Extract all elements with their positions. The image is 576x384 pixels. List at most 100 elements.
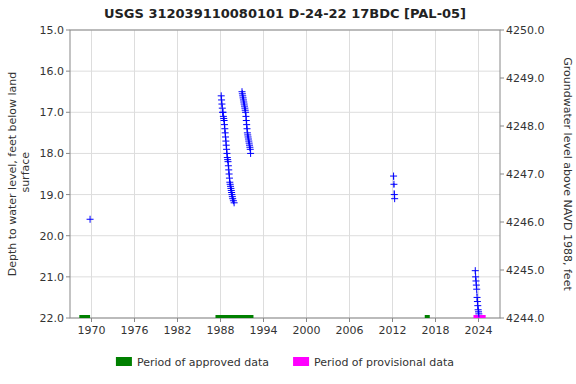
y2-tick-label: 4244.0 <box>506 312 545 325</box>
grid-line <box>263 30 264 318</box>
grid-line <box>306 30 307 318</box>
series <box>473 315 485 318</box>
x-tick <box>263 318 264 322</box>
x-tick-label: 2006 <box>336 324 364 337</box>
grid-line <box>91 30 92 318</box>
x-tick-label: 2018 <box>422 324 450 337</box>
y-tick <box>66 276 70 277</box>
y-axis-label-line: surface <box>19 152 32 196</box>
x-tick <box>134 318 135 322</box>
series <box>472 267 483 317</box>
point <box>473 286 480 293</box>
series <box>79 315 429 318</box>
y-tick <box>66 194 70 195</box>
y-tick-label: 20.0 <box>40 230 65 243</box>
y2-axis-label: Groundwater level above NAVD 1988, feet <box>561 57 574 291</box>
point <box>390 181 397 188</box>
plot-data <box>79 88 485 318</box>
y2-tick <box>500 222 504 223</box>
legend-swatch <box>293 357 309 366</box>
y2-tick <box>500 126 504 127</box>
series <box>218 92 238 206</box>
point <box>472 267 479 274</box>
grid-line <box>349 30 350 318</box>
x-tick <box>220 318 221 322</box>
y2-tick-label: 4248.0 <box>506 120 545 133</box>
x-tick <box>91 318 92 322</box>
period-bar <box>473 315 485 318</box>
y2-tick <box>500 318 504 319</box>
y2-tick-label: 4249.0 <box>506 72 545 85</box>
title: USGS 312039110080101 D-24-22 17BDC [PAL-… <box>104 6 466 21</box>
grid-line <box>70 153 500 154</box>
y2-tick-label: 4246.0 <box>506 216 545 229</box>
y2-tick-label: 4250.0 <box>506 24 545 37</box>
chart: 1970197619821988199420002006201220182024… <box>0 0 576 384</box>
grid-line <box>435 30 436 318</box>
grid-line <box>70 194 500 195</box>
y-tick-label: 21.0 <box>40 271 65 284</box>
grid-line <box>220 30 221 318</box>
y-tick <box>66 153 70 154</box>
y-tick-label: 16.0 <box>40 65 65 78</box>
legend: Period of approved data Period of provisi… <box>116 356 454 369</box>
series <box>87 216 94 223</box>
series <box>239 88 255 157</box>
y2-tick-label: 4245.0 <box>506 264 545 277</box>
period-bar <box>425 315 430 318</box>
grid-line <box>177 30 178 318</box>
grid-line <box>478 30 479 318</box>
x-tick-label: 1970 <box>78 324 106 337</box>
grid-line <box>392 30 393 318</box>
y-axis-label: Depth to water level, feet below land su… <box>6 72 32 277</box>
y2-tick <box>500 78 504 79</box>
x-tick <box>306 318 307 322</box>
y-tick <box>66 235 70 236</box>
y-tick <box>66 30 70 31</box>
y2-tick <box>500 30 504 31</box>
grid-line <box>70 276 500 277</box>
y-tick <box>66 71 70 72</box>
x-tick-label: 2000 <box>293 324 321 337</box>
x-tick-label: 1976 <box>121 324 149 337</box>
x-tick-label: 2012 <box>379 324 407 337</box>
grid-line <box>70 112 500 113</box>
x-tick-label: 1988 <box>207 324 235 337</box>
y-tick-label: 15.0 <box>40 24 65 37</box>
y2-tick <box>500 270 504 271</box>
grid-line <box>134 30 135 318</box>
y2-tick <box>500 174 504 175</box>
background <box>0 0 576 384</box>
y-tick-label: 19.0 <box>40 189 65 202</box>
x-tick-label: 1994 <box>250 324 278 337</box>
period-bar <box>79 315 90 318</box>
y-axis-label-line: Depth to water level, feet below land <box>6 72 19 277</box>
grid <box>70 30 500 318</box>
y-tick <box>66 318 70 319</box>
legend-label: Period of provisional data <box>314 356 454 369</box>
x-tick <box>478 318 479 322</box>
grid-line <box>70 71 500 72</box>
y2-tick-label: 4247.0 <box>506 168 545 181</box>
x-tick <box>177 318 178 322</box>
axes: 1970197619821988199420002006201220182024… <box>40 24 545 337</box>
point <box>247 150 254 157</box>
y-tick-label: 18.0 <box>40 147 65 160</box>
legend-label: Period of approved data <box>137 356 269 369</box>
y-tick-label: 17.0 <box>40 106 65 119</box>
legend-item: Period of approved data <box>116 356 269 369</box>
legend-item: Period of provisional data <box>293 356 454 369</box>
plot-frame <box>70 30 500 318</box>
grid-line <box>70 235 500 236</box>
series <box>390 173 398 203</box>
point <box>219 109 226 116</box>
x-tick-label: 1982 <box>164 324 192 337</box>
y-tick-label: 22.0 <box>40 312 65 325</box>
period-bar <box>215 315 253 318</box>
x-tick <box>435 318 436 322</box>
x-tick <box>349 318 350 322</box>
x-tick <box>392 318 393 322</box>
point <box>390 173 397 180</box>
y-tick <box>66 112 70 113</box>
point <box>391 195 398 202</box>
